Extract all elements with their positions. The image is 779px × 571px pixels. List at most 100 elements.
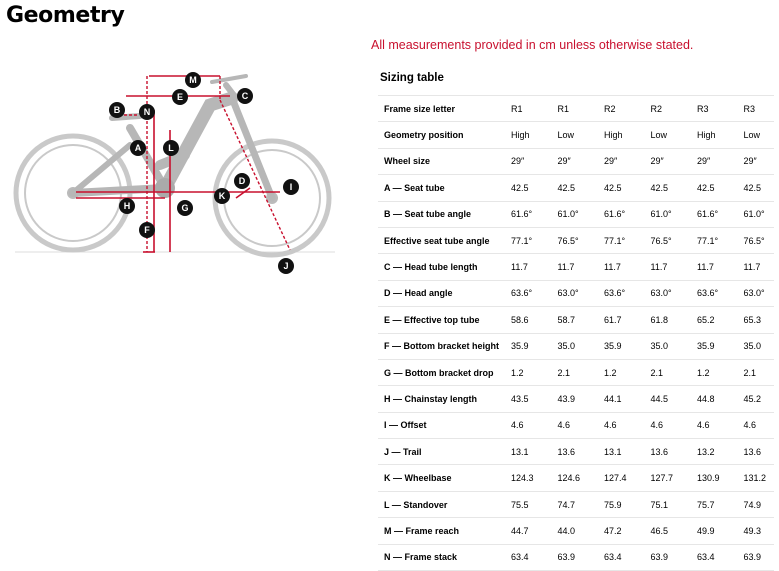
marker-I: I <box>283 179 299 195</box>
table-cell: 65.3 <box>737 306 774 334</box>
table-cell: 42.5 <box>691 174 738 202</box>
table-cell: 29″ <box>737 148 774 176</box>
table-cell: 75.5 <box>505 491 552 519</box>
table-cell: 13.6 <box>551 438 598 466</box>
table-cell: 11.7 <box>505 253 552 281</box>
row-label: F — Bottom bracket height <box>378 333 505 360</box>
table-cell: 29″ <box>691 148 738 176</box>
table-cell: 11.7 <box>644 253 691 281</box>
table-cell: 1.2 <box>691 359 738 387</box>
table-cell: 124.6 <box>551 464 598 492</box>
svg-text:H: H <box>124 201 131 211</box>
table-cell: 4.6 <box>551 412 598 440</box>
table-cell: 35.0 <box>737 333 774 360</box>
table-row: M — Frame reach 44.7 44.0 47.2 46.5 49.9 49.3 <box>378 517 774 545</box>
table-row: I — Offset 4.6 4.6 4.6 4.6 4.6 4.6 <box>378 412 774 440</box>
table-cell: 58.6 <box>505 306 552 334</box>
table-cell: 124.3 <box>505 464 552 492</box>
table-cell: 4.6 <box>598 412 645 440</box>
svg-text:B: B <box>114 105 121 115</box>
marker-N: N <box>139 104 155 120</box>
table-cell: Low <box>644 121 691 149</box>
marker-L: L <box>163 140 179 156</box>
table-cell: 29″ <box>505 148 552 176</box>
table-cell: 43.5 <box>505 385 552 413</box>
svg-text:D: D <box>239 176 246 186</box>
table-cell: 35.9 <box>691 333 738 360</box>
geometry-diagram: M E B N C A L D I H G K F J <box>0 60 350 290</box>
table-cell: R3 <box>691 94 738 123</box>
table-cell: 43.9 <box>551 385 598 413</box>
table-cell: 29″ <box>644 148 691 176</box>
table-cell: 2.1 <box>551 359 598 387</box>
marker-C: C <box>237 88 253 104</box>
row-label: M — Frame reach <box>378 517 505 545</box>
table-cell: 35.9 <box>598 333 645 360</box>
table-cell: 44.1 <box>598 385 645 413</box>
table-cell: 77.1° <box>691 227 738 255</box>
row-label: E — Effective top tube <box>378 306 505 334</box>
table-row: F — Bottom bracket height 35.9 35.0 35.9 35.… <box>378 333 774 360</box>
row-label: B — Seat tube angle <box>378 201 505 228</box>
table-row: E — Effective top tube 58.6 58.7 61.7 61.8 65… <box>378 306 774 334</box>
measurement-note: All measurements provided in cm unless o… <box>371 38 694 52</box>
table-cell: 61.6° <box>505 201 552 228</box>
table-cell: 65.2 <box>691 306 738 334</box>
table-cell: 35.0 <box>644 333 691 360</box>
table-cell: 13.2 <box>691 438 738 466</box>
table-row: L — Standover 75.5 74.7 75.9 75.1 75.7 74.9 <box>378 491 774 519</box>
table-row: D — Head angle 63.6° 63.0° 63.6° 63.0° 63.6° 6… <box>378 280 774 308</box>
table-cell: 1.2 <box>598 359 645 387</box>
svg-text:I: I <box>290 182 293 192</box>
table-cell: 42.5 <box>505 174 552 202</box>
table-cell: 75.7 <box>691 491 738 519</box>
table-cell: 61.8 <box>644 306 691 334</box>
marker-G: G <box>177 200 193 216</box>
marker-H: H <box>119 198 135 214</box>
row-label: Wheel size <box>378 148 505 176</box>
table-row: G — Bottom bracket drop 1.2 2.1 1.2 2.1 1.2 2.… <box>378 359 774 387</box>
table-cell: 63.6° <box>598 280 645 308</box>
bottom-bracket <box>155 178 175 198</box>
table-row: H — Chainstay length 43.5 43.9 44.1 44.5 44.8… <box>378 385 774 413</box>
table-cell: 11.7 <box>598 253 645 281</box>
table-row: A — Seat tube 42.5 42.5 42.5 42.5 42.5 42.5 <box>378 174 774 202</box>
marker-E: E <box>172 89 188 105</box>
table-cell: 1.2 <box>505 359 552 387</box>
table-cell: 44.7 <box>505 517 552 545</box>
row-label: I — Offset <box>378 412 505 440</box>
table-cell: 11.7 <box>691 253 738 281</box>
table-cell: 127.7 <box>644 464 691 492</box>
table-cell: High <box>691 121 738 149</box>
table-cell: 2.1 <box>644 359 691 387</box>
table-cell: 44.5 <box>644 385 691 413</box>
row-label: L — Standover <box>378 491 505 519</box>
table-cell: 13.1 <box>505 438 552 466</box>
table-cell: 35.0 <box>551 333 598 360</box>
table-row: Wheel size 29″ 29″ 29″ 29″ 29″ 29″ <box>378 148 774 176</box>
row-label: J — Trail <box>378 438 505 466</box>
table-cell: 2.1 <box>737 359 774 387</box>
marker-K: K <box>214 188 230 204</box>
svg-text:K: K <box>219 191 226 201</box>
table-cell: 76.5° <box>737 227 774 255</box>
table-cell: 63.0° <box>551 280 598 308</box>
table-cell: 76.5° <box>644 227 691 255</box>
table-cell: 75.1 <box>644 491 691 519</box>
table-cell: R3 <box>737 94 774 123</box>
table-cell: 63.0° <box>644 280 691 308</box>
table-cell: 4.6 <box>505 412 552 440</box>
table-cell: High <box>598 121 645 149</box>
row-label: H — Chainstay length <box>378 385 505 413</box>
table-cell: High <box>505 121 552 149</box>
row-label: Effective seat tube angle <box>378 227 505 255</box>
table-row: K — Wheelbase 124.3 124.6 127.4 127.7 130.9 13… <box>378 464 774 492</box>
table-cell: 63.6° <box>691 280 738 308</box>
table-cell: 4.6 <box>691 412 738 440</box>
row-label: A — Seat tube <box>378 174 505 202</box>
table-cell: 44.0 <box>551 517 598 545</box>
table-cell: 47.2 <box>598 517 645 545</box>
marker-F: F <box>139 222 155 238</box>
sizing-table: Frame size letter R1 R1 R2 R2 R3 R3 Geometry po… <box>378 94 774 571</box>
page-title: Geometry <box>6 3 125 28</box>
